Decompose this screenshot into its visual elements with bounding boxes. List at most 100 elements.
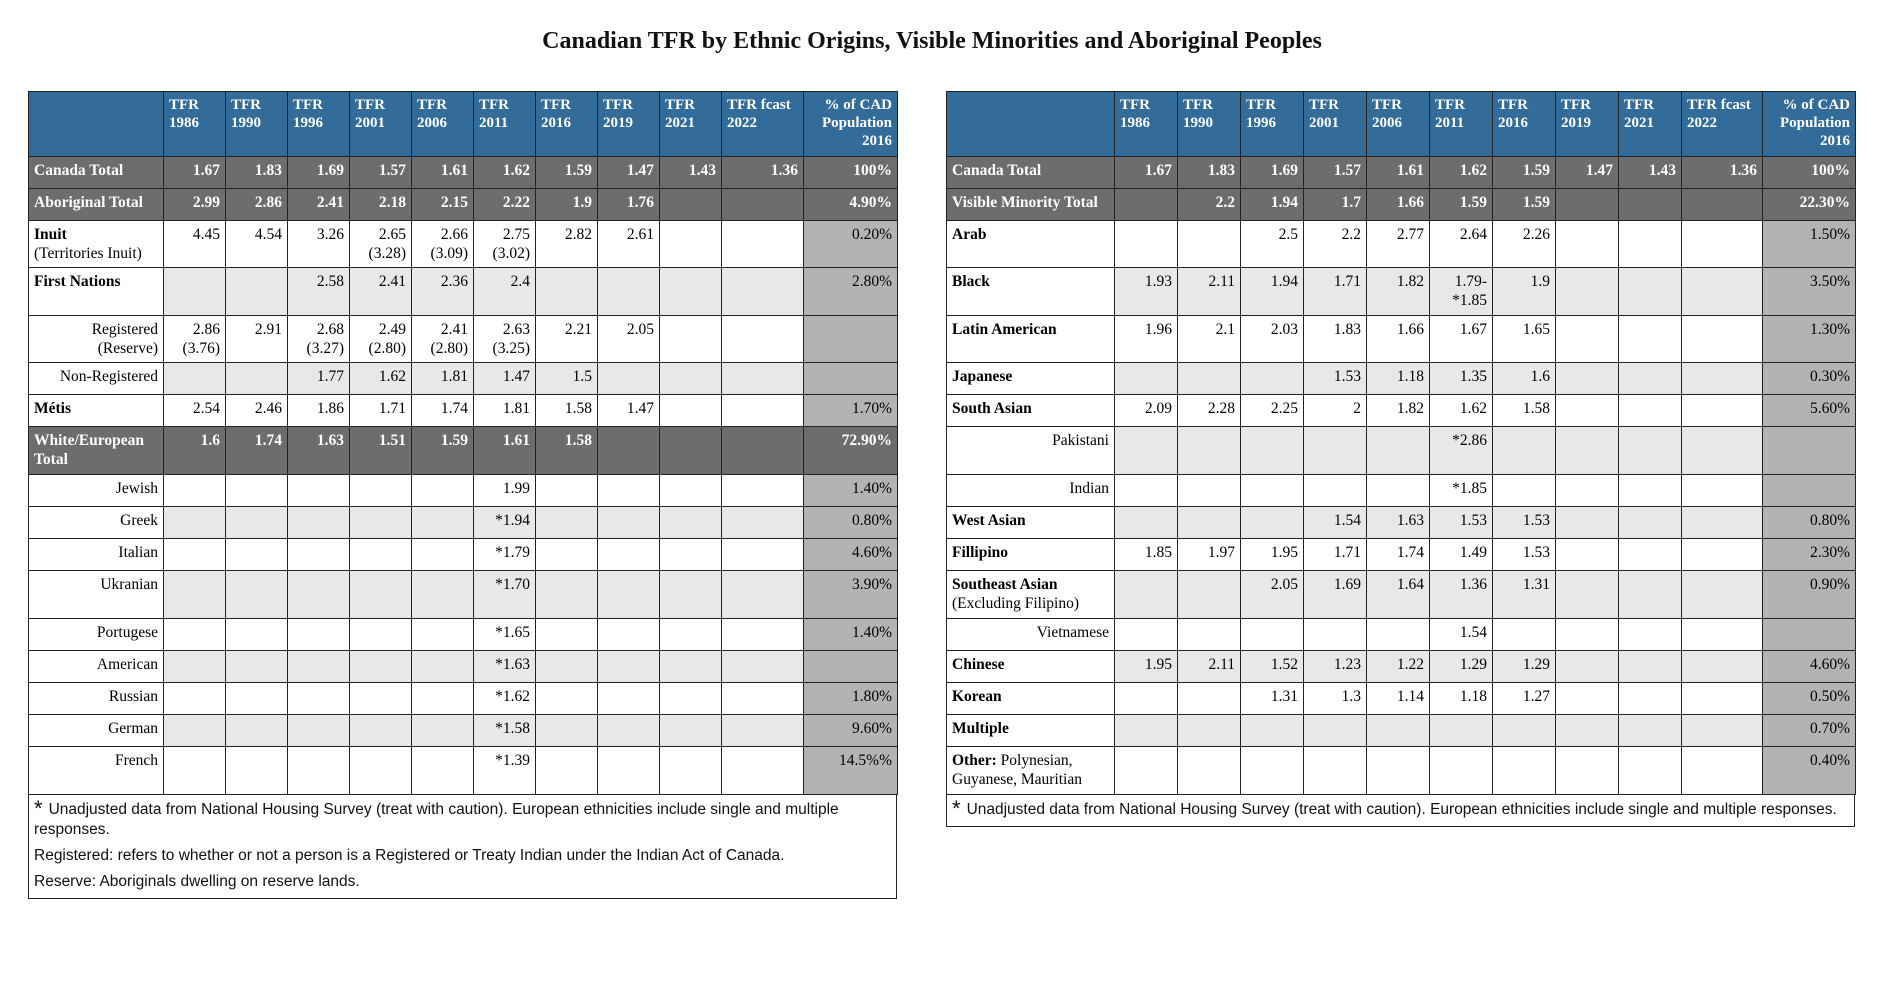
value-cell [659,618,722,651]
data-row: First Nations 2.58 2.41 2.36 2.4 2.80% [28,267,898,316]
row-label: Multiple [946,714,1115,747]
value-cell: 1.36 [1429,570,1493,619]
value-cell [287,538,350,571]
percent-cell [1762,474,1856,507]
label-text: Italian [118,544,158,561]
value-cell: 1.7 [1303,188,1367,221]
left-panel: TFR 1986 TFR 1990 TFR 1996 TFR 2001 TFR 2006… [28,91,898,899]
value-cell: 1.3 [1303,682,1367,715]
value-cell: 1.71 [1303,538,1367,571]
value-cell [411,474,474,507]
value-cell: 1.71 [1303,267,1367,316]
row-label: Other: Polynesian, Guyanese, Mauritian [946,746,1115,795]
value-cell: 1.59 [1429,188,1493,221]
value-cell [1555,682,1619,715]
percent-cell: 1.40% [803,618,898,651]
label-text: Japanese [952,368,1013,385]
column-header: TFR 1996 [1240,91,1304,157]
column-header: TFR 1986 [163,91,226,157]
value-cell [1114,426,1178,475]
label-text: Registered [91,321,158,338]
value-cell [1618,426,1682,475]
value-cell: *1.85 [1429,474,1493,507]
value-cell: 1.83 [1303,315,1367,363]
percent-cell [1762,426,1856,475]
value-cell [597,474,660,507]
value-cell [163,362,226,395]
value-cell [1618,618,1682,651]
value-cell [1492,474,1556,507]
value-cell: 1.22 [1366,650,1430,683]
value-cell [1681,220,1763,268]
value-cell [163,682,226,715]
percent-cell: 1.30% [1762,315,1856,363]
value-cell: 2.09 [1114,394,1178,427]
value-cell: 1.27 [1492,682,1556,715]
percent-cell: 22.30% [1762,188,1856,221]
data-row: Italian *1.79 4.60% [28,538,898,571]
data-row: Fillipino 1.85 1.97 1.95 1.71 1.74 1.49 1.53 2.3… [946,538,1856,571]
value-cell: 1.81 [411,362,474,395]
value-cell: 3.26 [287,220,350,268]
percent-cell: 0.50% [1762,682,1856,715]
value-cell: 2.99 [163,188,226,221]
value-cell: 2.86 (3.76) [163,315,226,363]
label-text: Métis [34,400,72,417]
value-cell [721,506,804,539]
value-cell [721,394,804,427]
data-row: Chinese 1.95 2.11 1.52 1.23 1.22 1.29 1.29 4.60% [946,650,1856,683]
value-cell: 1.53 [1492,538,1556,571]
value-cell: 1.67 [1429,315,1493,363]
label-text: American [96,656,158,673]
column-header: TFR fcast 2022 [721,91,804,157]
value-cell: 1.58 [1492,394,1556,427]
value-cell: 2.41 [349,267,412,316]
percent-cell: 72.90% [803,426,898,475]
value-cell: 2.46 [225,394,288,427]
footnote: Registered: refers to whether or not a p… [34,846,891,866]
value-cell [163,267,226,316]
value-cell: 1.62 [1429,394,1493,427]
percent-cell: 0.80% [1762,506,1856,539]
value-cell [1681,746,1763,795]
value-cell [721,570,804,619]
value-cell [1177,570,1241,619]
value-cell [659,267,722,316]
column-header: TFR fcast 2022 [1681,91,1763,157]
value-cell: 1.62 [1429,156,1493,189]
value-cell [535,650,598,683]
row-label: Arab [946,220,1115,268]
value-cell: 2.11 [1177,650,1241,683]
row-label: French [28,746,164,795]
value-cell [349,538,412,571]
label-text: Indian [1069,480,1109,497]
value-cell [287,650,350,683]
value-cell: 1.64 [1366,570,1430,619]
value-cell [225,714,288,747]
value-cell: 2.91 [225,315,288,363]
label-text: Aboriginal Total [34,194,143,211]
value-cell [659,188,722,221]
value-cell [225,618,288,651]
value-cell: 1.66 [1366,188,1430,221]
label-text: German [108,720,158,737]
value-cell: 1.29 [1492,650,1556,683]
value-cell: 1.82 [1366,267,1430,316]
value-cell [1681,538,1763,571]
value-cell [1681,394,1763,427]
value-cell [1681,474,1763,507]
value-cell [597,714,660,747]
value-cell: 1.43 [659,156,722,189]
value-cell: 2.64 [1429,220,1493,268]
value-cell: 1.97 [1177,538,1241,571]
value-cell: 1.59 [411,426,474,475]
percent-cell: 0.30% [1762,362,1856,395]
value-cell [1681,267,1763,316]
data-row: German *1.58 9.60% [28,714,898,747]
data-row: Black 1.93 2.11 1.94 1.71 1.82 1.79- *1.85 1.9 3… [946,267,1856,316]
value-cell: 1.79- *1.85 [1429,267,1493,316]
value-cell [1681,682,1763,715]
value-cell: 2.4 [473,267,536,316]
column-header: TFR 1986 [1114,91,1178,157]
